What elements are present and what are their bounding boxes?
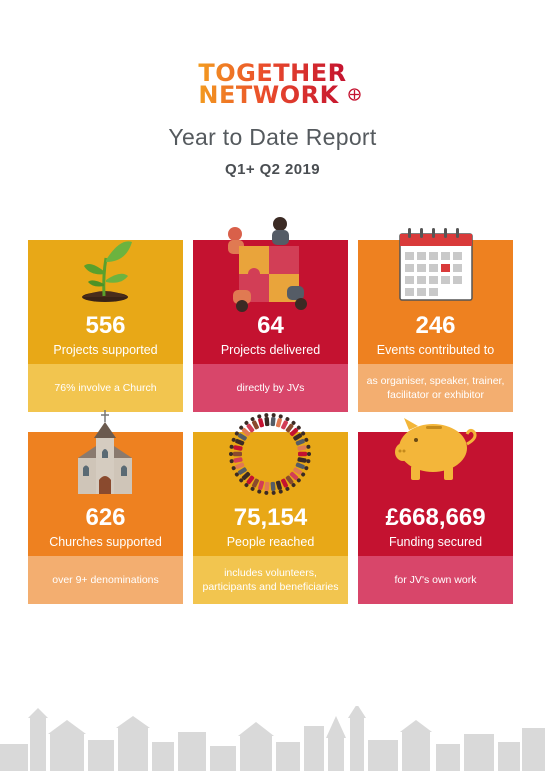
- stat-card-events: 246 Events contributed to as organiser, …: [358, 228, 513, 412]
- report-title: Year to Date Report: [168, 124, 377, 150]
- stat-card-projects-delivered: 64 Projects delivered directly by JVs: [193, 217, 348, 412]
- stat-note: over 9+ denominations: [28, 556, 183, 604]
- person-figure: [250, 417, 259, 430]
- stat-card-funding: £668,669 Funding secured for JV's own wo…: [358, 418, 513, 604]
- person-figure: [257, 480, 265, 494]
- person-figure: [293, 467, 306, 477]
- calendar-icon: [399, 228, 473, 301]
- stat-label: Projects supported: [53, 343, 158, 357]
- person-figure: [244, 420, 255, 433]
- person-figure: [231, 462, 245, 471]
- stat-note: includes volunteers, participants and be…: [193, 556, 348, 604]
- person-figure: [275, 414, 283, 428]
- person-figure: [295, 437, 309, 446]
- logo-line-1: TOGETHER: [198, 59, 347, 87]
- stat-card-people: 75,154 People reached includes volunteer…: [193, 413, 348, 604]
- person-figure: [289, 425, 301, 437]
- person-figure: [270, 481, 276, 495]
- person-figure: [250, 478, 259, 491]
- person-figure: [264, 481, 270, 495]
- person-figure: [295, 462, 309, 471]
- stat-label: Events contributed to: [376, 343, 495, 357]
- person-figure: [297, 457, 311, 464]
- church-icon: [78, 410, 132, 494]
- stat-label: Churches supported: [49, 535, 162, 549]
- person-figure: [289, 471, 301, 483]
- stat-note: directly by JVs: [193, 364, 348, 412]
- stat-label: Funding secured: [388, 535, 483, 549]
- stat-number: 626: [85, 504, 126, 531]
- person-figure: [293, 431, 306, 441]
- stat-label: Projects delivered: [220, 343, 321, 357]
- church-cross-icon: [347, 88, 361, 101]
- person-figure: [231, 437, 245, 446]
- stat-card-projects-supported: 556 Projects supported 76% involve a Chu…: [28, 240, 183, 412]
- piggy-bank-icon: [395, 418, 477, 480]
- person-figure: [285, 420, 296, 433]
- puzzle-people-icon: [228, 217, 307, 312]
- person-figure: [234, 467, 247, 477]
- person-figure: [298, 451, 311, 457]
- stat-note: as organiser, speaker, trainer, facilita…: [358, 364, 513, 412]
- person-figure: [275, 480, 283, 494]
- plant-icon: [82, 241, 132, 302]
- town-skyline-illustration: [0, 706, 545, 771]
- person-figure: [244, 475, 255, 488]
- person-figure: [297, 444, 311, 451]
- stat-card-churches: 626 Churches supported over 9+ denominat…: [28, 410, 183, 604]
- person-figure: [229, 451, 242, 457]
- people-circle-icon: [229, 413, 311, 495]
- person-figure: [264, 413, 270, 427]
- person-figure: [229, 444, 243, 451]
- person-figure: [285, 475, 296, 488]
- logo-line-2: NETWORK: [198, 83, 346, 107]
- person-figure: [257, 414, 265, 428]
- person-figure: [281, 417, 290, 430]
- person-figure: [239, 471, 251, 483]
- person-figure: [281, 478, 290, 491]
- stat-number: 556: [85, 312, 126, 339]
- person-figure: [234, 431, 247, 441]
- person-figure: [229, 457, 243, 464]
- stat-number: £668,669: [385, 504, 486, 531]
- stat-label: People reached: [226, 535, 315, 549]
- stat-number: 64: [257, 312, 284, 339]
- report-period: Q1+ Q2 2019: [225, 161, 320, 178]
- stat-note: 76% involve a Church: [28, 364, 183, 412]
- together-network-logo: TOGETHER NETWORK: [0, 59, 545, 108]
- stat-number: 246: [415, 312, 456, 339]
- person-figure: [270, 413, 276, 427]
- person-figure: [239, 425, 251, 437]
- stat-note: for JV's own work: [358, 556, 513, 604]
- stat-number: 75,154: [233, 504, 308, 531]
